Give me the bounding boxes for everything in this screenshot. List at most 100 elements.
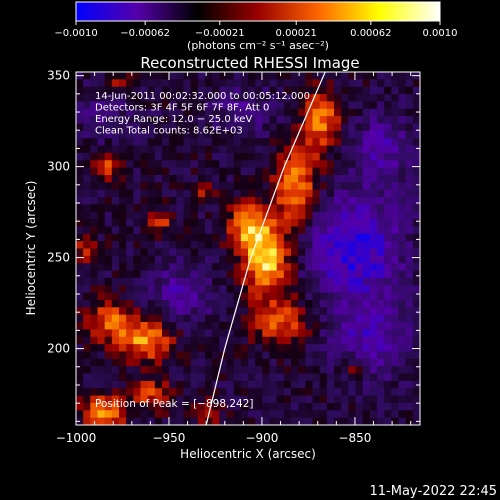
heatmap-cell: [283, 189, 292, 198]
heatmap-cell: [412, 322, 420, 330]
heatmap-cell: [233, 174, 242, 183]
heatmap-cell: [405, 358, 414, 367]
heatmap-cell: [377, 248, 385, 257]
y-tick-label: 250: [47, 251, 70, 265]
heatmap-cell: [334, 388, 342, 396]
heatmap-cell: [248, 86, 256, 95]
heatmap-cell: [269, 226, 278, 235]
heatmap-cell: [90, 226, 98, 235]
x-tick-label: −950: [152, 431, 185, 445]
heatmap-cell: [391, 402, 399, 411]
heatmap-cell: [319, 336, 328, 345]
heatmap-cell: [83, 314, 91, 323]
heatmap-cell: [97, 241, 106, 249]
heatmap-cell: [226, 402, 235, 411]
heatmap-cell: [104, 351, 113, 360]
heatmap-cell: [334, 417, 342, 425]
heatmap-cell: [197, 263, 206, 271]
heatmap-cell: [291, 94, 299, 102]
heatmap-cell: [384, 410, 392, 419]
heatmap-cell: [169, 94, 177, 102]
heatmap-cell: [219, 72, 227, 80]
heatmap-cell: [341, 380, 349, 389]
heatmap-cell: [348, 358, 356, 367]
heatmap-cell: [398, 329, 407, 338]
heatmap-cell: [348, 366, 356, 374]
heatmap-cell: [240, 241, 249, 249]
heatmap-cell: [348, 388, 356, 396]
heatmap-cell: [162, 116, 170, 124]
heatmap-cell: [126, 373, 134, 382]
heatmap-cell: [169, 79, 177, 88]
heatmap-cell: [391, 219, 399, 227]
heatmap-cell: [305, 189, 313, 198]
heatmap-cell: [240, 204, 249, 213]
heatmap-cell: [298, 204, 306, 213]
heatmap-cell: [384, 211, 392, 220]
heatmap-cell: [133, 130, 141, 139]
heatmap-cell: [197, 307, 206, 316]
heatmap-cell: [405, 108, 414, 117]
heatmap-cell: [111, 336, 120, 345]
heatmap-cell: [334, 380, 342, 389]
heatmap-cell: [83, 307, 91, 316]
heatmap-cell: [341, 233, 349, 242]
heatmap-cell: [162, 182, 170, 191]
heatmap-cell: [176, 123, 184, 132]
heatmap-cell: [205, 373, 213, 382]
heatmap-cell: [391, 248, 399, 257]
heatmap-cell: [255, 94, 263, 102]
heatmap-cell: [276, 358, 285, 367]
heatmap-cell: [205, 270, 213, 279]
heatmap-cell: [119, 174, 127, 183]
heatmap-cell: [334, 197, 342, 205]
heatmap-cell: [176, 336, 184, 345]
heatmap-cell: [126, 182, 134, 191]
heatmap-cell: [412, 388, 420, 396]
heatmap-cell: [305, 373, 313, 382]
heatmap-cell: [147, 123, 156, 132]
heatmap-cell: [298, 108, 306, 117]
heatmap-cell: [348, 108, 356, 117]
heatmap-cell: [147, 410, 156, 419]
heatmap-cell: [276, 197, 285, 205]
heatmap-cell: [104, 248, 113, 257]
heatmap-cell: [197, 226, 206, 235]
heatmap-cell: [377, 160, 385, 168]
heatmap-cell: [176, 314, 184, 323]
heatmap-cell: [111, 145, 120, 154]
heatmap-cell: [183, 351, 192, 360]
heatmap-cell: [126, 86, 134, 95]
heatmap-cell: [83, 145, 91, 154]
heatmap-cell: [298, 197, 306, 205]
heatmap-cell: [183, 94, 192, 102]
heatmap-cell: [104, 373, 113, 382]
heatmap-cell: [283, 211, 292, 220]
heatmap-cell: [391, 130, 399, 139]
heatmap-cell: [269, 79, 278, 88]
heatmap-cell: [283, 197, 292, 205]
heatmap-cell: [197, 211, 206, 220]
heatmap-cell: [398, 226, 407, 235]
heatmap-cell: [119, 197, 127, 205]
heatmap-cell: [269, 241, 278, 249]
heatmap-cell: [262, 174, 270, 183]
heatmap-cell: [183, 270, 192, 279]
heatmap-cell: [104, 189, 113, 198]
heatmap-cell: [298, 160, 306, 168]
heatmap-cell: [248, 388, 256, 396]
heatmap-cell: [326, 351, 335, 360]
heatmap-cell: [412, 219, 420, 227]
heatmap-cell: [312, 226, 321, 235]
heatmap-cell: [298, 130, 306, 139]
heatmap-cell: [133, 108, 141, 117]
heatmap-cell: [377, 182, 385, 191]
heatmap-cell: [291, 395, 299, 404]
heatmap-cell: [169, 336, 177, 345]
heatmap-cell: [140, 219, 149, 227]
heatmap-cell: [348, 86, 356, 95]
heatmap-cell: [255, 285, 263, 294]
heatmap-cell: [291, 299, 299, 308]
heatmap-cell: [119, 233, 127, 242]
heatmap-cell: [133, 86, 141, 95]
